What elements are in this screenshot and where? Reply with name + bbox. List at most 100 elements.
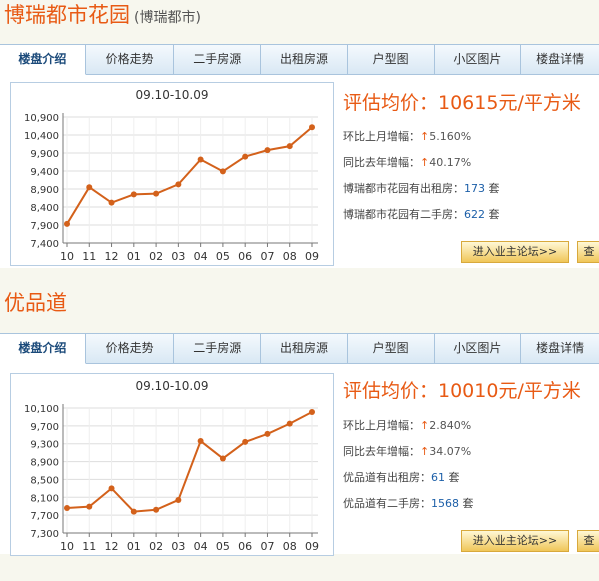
tab-photos[interactable]: 小区图片 [435, 334, 522, 363]
resale-count-link[interactable]: 622 [464, 208, 485, 221]
tab-floor-plans[interactable]: 户型图 [348, 334, 435, 363]
resale-count-label: 博瑞都市花园有二手房： [343, 208, 464, 221]
tab-rentals[interactable]: 出租房源 [261, 45, 348, 74]
tab-price-trend[interactable]: 价格走势 [86, 45, 175, 74]
property-section-2: 优品道 楼盘介绍 价格走势 二手房源 出租房源 户型图 小区图片 楼盘详情 09… [0, 288, 599, 581]
data-point [242, 438, 249, 445]
x-tick-label: 01 [127, 250, 141, 263]
average-price: 评估均价：10010元/平方米 [343, 380, 581, 402]
resale-count-link[interactable]: 1568 [431, 497, 459, 510]
price-trend-chart: 09.10-10.09 10,100 9,700 9,300 8,900 8,500 8,1… [10, 373, 334, 556]
y-tick-label: 9,400 [30, 167, 59, 178]
data-point [264, 147, 271, 154]
x-tick-label: 10 [60, 250, 74, 263]
data-point [130, 191, 137, 198]
x-tick-label: 07 [260, 540, 274, 553]
up-arrow-icon: ↑ [420, 445, 430, 458]
x-tick-label: 09 [305, 540, 319, 553]
overview-panel: 09.10-10.09 10,100 9,700 9,300 8,900 8,500 8,1… [0, 364, 599, 556]
up-arrow-icon: ↑ [420, 130, 430, 143]
data-point [309, 124, 315, 131]
x-tick-label: 02 [149, 540, 163, 553]
data-point [86, 184, 93, 191]
tab-resale[interactable]: 二手房源 [174, 334, 262, 363]
x-tick-label: 04 [194, 540, 208, 553]
rental-count-link[interactable]: 61 [431, 471, 445, 484]
x-tick-label: 09 [305, 250, 319, 263]
series-line [66, 126, 313, 225]
y-tick-label: 9,700 [30, 422, 59, 433]
data-point [219, 168, 226, 175]
data-point [175, 181, 182, 188]
data-point [64, 220, 70, 227]
data-point [86, 503, 93, 510]
data-point [108, 199, 115, 206]
tab-price-trend[interactable]: 价格走势 [86, 334, 175, 363]
y-tick-label: 8,500 [30, 475, 59, 486]
tab-details[interactable]: 楼盘详情 [536, 52, 585, 66]
data-point [219, 455, 226, 462]
x-tick-label: 01 [127, 540, 141, 553]
data-point [197, 438, 204, 445]
rental-count-label: 博瑞都市花园有出租房： [343, 182, 464, 195]
up-arrow-icon: ↑ [420, 156, 430, 169]
yoy-change: 同比去年增幅：↑34.07% [343, 439, 599, 465]
price-trend-chart: 09.10-10.09 10,900 10,400 9,900 9,400 8,900 8,… [10, 82, 334, 266]
data-point [286, 143, 293, 150]
tab-bar: 楼盘介绍 价格走势 二手房源 出租房源 户型图 小区图片 楼盘详情 [0, 333, 599, 364]
property-name[interactable]: 博瑞都市花园 [4, 3, 130, 27]
data-point [130, 508, 137, 515]
x-tick-label: 04 [194, 250, 208, 263]
y-tick-label: 10,100 [24, 404, 59, 415]
x-tick-label: 03 [171, 540, 185, 553]
resale-count: 优品道有二手房：1568 套 [343, 491, 599, 517]
price-info: 评估均价：10615元/平方米 环比上月增幅：↑5.160% 同比去年增幅：↑4… [343, 89, 599, 228]
tab-floor-plans[interactable]: 户型图 [348, 45, 435, 74]
x-tick-label: 11 [82, 250, 96, 263]
mom-change-value: 5.160% [429, 130, 472, 143]
rental-count-label: 优品道有出租房： [343, 471, 431, 484]
y-tick-label: 7,900 [30, 221, 59, 232]
mom-change-label: 环比上月增幅： [343, 130, 420, 143]
tab-overview[interactable]: 楼盘介绍 [0, 45, 86, 75]
y-tick-label: 8,900 [30, 458, 59, 469]
data-point [286, 420, 293, 427]
chart-title: 09.10-10.09 [135, 379, 208, 393]
property-title[interactable]: 博瑞都市花园 (博瑞都市) [4, 0, 201, 30]
mom-change-label: 环比上月增幅： [343, 419, 420, 432]
tab-resale[interactable]: 二手房源 [174, 45, 262, 74]
y-tick-label: 7,400 [30, 239, 59, 250]
y-tick-label: 7,300 [30, 529, 59, 540]
owner-forum-button[interactable]: 进入业主论坛>> [461, 530, 569, 552]
mom-change: 环比上月增幅：↑2.840% [343, 413, 599, 439]
data-point [242, 153, 249, 160]
truncated-button[interactable]: 查 [577, 241, 599, 263]
rental-count-link[interactable]: 173 [464, 182, 485, 195]
x-tick-label: 08 [283, 540, 297, 553]
data-point [175, 496, 182, 503]
rental-count-unit: 套 [488, 182, 500, 195]
price-trend-chart-svg: 09.10-10.09 10,900 10,400 9,900 9,400 8,900 8,… [24, 88, 319, 263]
data-point [108, 485, 115, 492]
property-section-1: 博瑞都市花园 (博瑞都市) 楼盘介绍 价格走势 二手房源 出租房源 户型图 小区图… [0, 0, 599, 268]
overview-panel: 09.10-10.09 10,900 10,400 9,900 9,400 8,900 8,… [0, 75, 599, 268]
tab-details[interactable]: 楼盘详情 [536, 341, 585, 355]
owner-forum-button[interactable]: 进入业主论坛>> [461, 241, 569, 263]
mom-change-value: 2.840% [429, 419, 472, 432]
tab-overview[interactable]: 楼盘介绍 [0, 334, 86, 364]
x-tick-label: 05 [216, 540, 230, 553]
data-point [309, 409, 315, 416]
resale-count-label: 优品道有二手房： [343, 497, 431, 510]
truncated-button[interactable]: 查 [577, 530, 599, 552]
x-tick-label: 03 [171, 250, 185, 263]
rental-count-unit: 套 [448, 471, 460, 484]
tab-rentals[interactable]: 出租房源 [261, 334, 348, 363]
y-tick-label: 8,900 [30, 185, 59, 196]
property-title[interactable]: 优品道 [4, 288, 71, 318]
x-tick-label: 02 [149, 250, 163, 263]
price-trend-chart-svg: 09.10-10.09 10,100 9,700 9,300 8,900 8,500 8,1… [24, 379, 319, 553]
tab-photos[interactable]: 小区图片 [435, 45, 522, 74]
y-tick-label: 8,400 [30, 203, 59, 214]
y-tick-label: 10,400 [24, 131, 59, 142]
property-name[interactable]: 优品道 [4, 291, 67, 315]
